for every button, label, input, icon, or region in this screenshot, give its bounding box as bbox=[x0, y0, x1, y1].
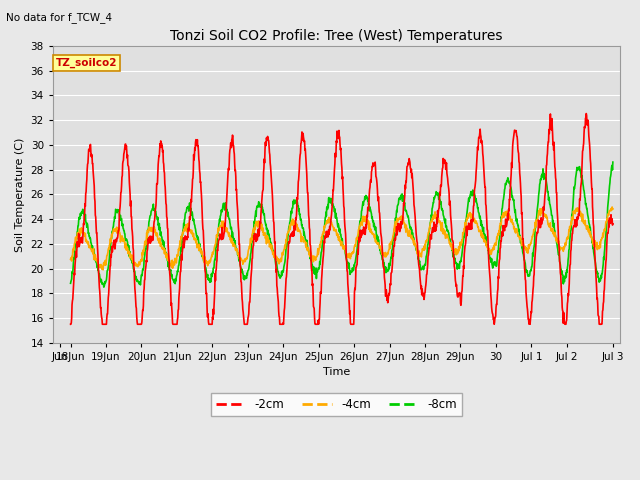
-4cm bbox=[536, 213, 544, 218]
-8cm bbox=[560, 276, 568, 282]
X-axis label: Time: Time bbox=[323, 367, 350, 377]
Text: No data for f_TCW_4: No data for f_TCW_4 bbox=[6, 12, 113, 23]
Text: TZ_soilco2: TZ_soilco2 bbox=[56, 58, 117, 68]
Legend: -2cm, -4cm, -8cm: -2cm, -4cm, -8cm bbox=[211, 393, 462, 416]
-2cm bbox=[214, 247, 221, 252]
-4cm bbox=[608, 204, 616, 210]
-2cm bbox=[67, 322, 74, 327]
-4cm bbox=[67, 256, 74, 262]
-8cm bbox=[282, 255, 289, 261]
-4cm bbox=[560, 246, 568, 252]
-4cm bbox=[201, 261, 209, 267]
-2cm bbox=[609, 221, 617, 227]
-2cm bbox=[560, 310, 568, 315]
-2cm bbox=[582, 111, 590, 117]
-8cm bbox=[609, 159, 617, 165]
-8cm bbox=[582, 203, 590, 208]
-4cm bbox=[582, 224, 590, 229]
-8cm bbox=[536, 177, 544, 182]
-4cm bbox=[609, 206, 617, 212]
Y-axis label: Soil Temperature (C): Soil Temperature (C) bbox=[15, 137, 25, 252]
-8cm bbox=[214, 233, 221, 239]
Line: -4cm: -4cm bbox=[70, 207, 613, 270]
-4cm bbox=[99, 267, 107, 273]
-2cm bbox=[201, 264, 209, 270]
-4cm bbox=[282, 245, 289, 251]
-2cm bbox=[582, 115, 589, 121]
-4cm bbox=[214, 230, 221, 236]
-8cm bbox=[100, 284, 108, 290]
Line: -2cm: -2cm bbox=[70, 114, 613, 324]
-2cm bbox=[536, 218, 544, 224]
-2cm bbox=[281, 298, 289, 304]
-8cm bbox=[201, 264, 209, 270]
Line: -8cm: -8cm bbox=[70, 162, 613, 287]
Title: Tonzi Soil CO2 Profile: Tree (West) Temperatures: Tonzi Soil CO2 Profile: Tree (West) Temp… bbox=[170, 29, 502, 43]
-8cm bbox=[67, 280, 74, 286]
